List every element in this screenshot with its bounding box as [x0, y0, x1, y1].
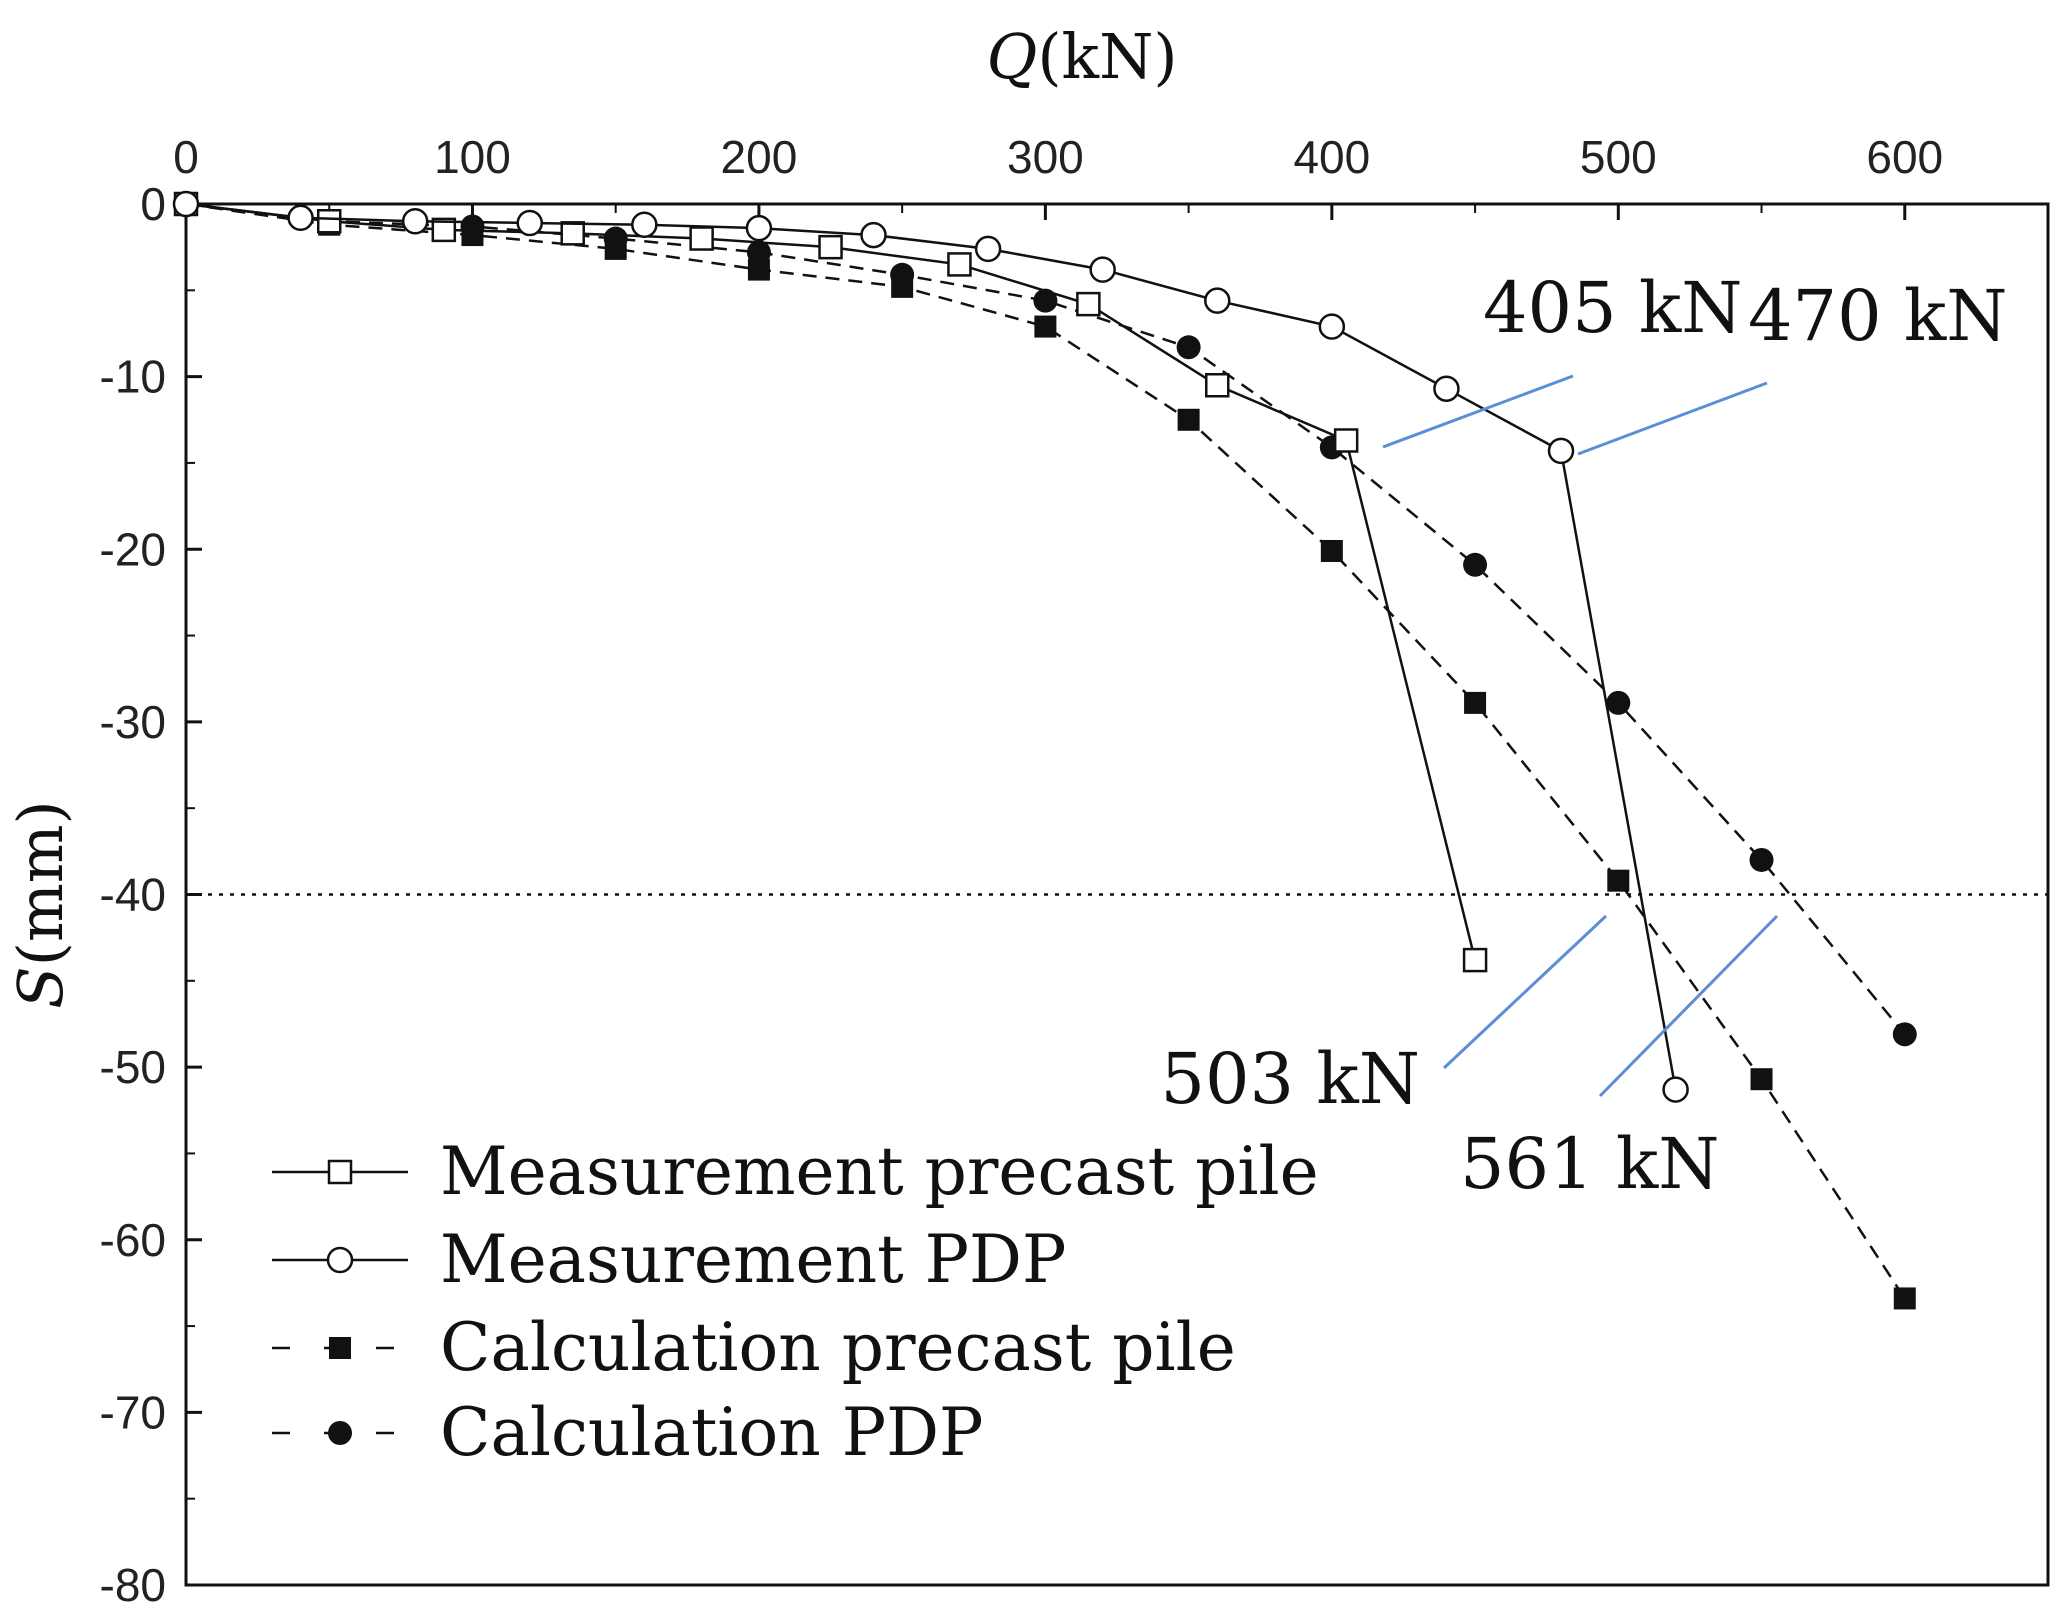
legend-entry: Calculation PDP — [272, 1394, 983, 1471]
annotation-405-kn: 405 kN — [1382, 267, 1743, 449]
x-tick-label: 0 — [173, 131, 199, 183]
data-point — [974, 235, 1002, 263]
x-tick-label: 100 — [434, 131, 511, 183]
annotation-label: 405 kN — [1483, 267, 1743, 349]
y-tick-label: -20 — [100, 523, 166, 575]
legend-label: Calculation precast pile — [440, 1309, 1236, 1386]
data-point — [1176, 335, 1201, 360]
leader-line — [1598, 914, 1779, 1098]
legend-marker — [329, 1337, 351, 1359]
data-point — [818, 234, 843, 260]
data-point — [631, 211, 658, 238]
data-point — [1892, 1022, 1917, 1047]
data-point — [1463, 552, 1488, 577]
legend-label: Measurement precast pile — [440, 1133, 1319, 1210]
annotation-label: 503 kN — [1160, 1038, 1420, 1120]
series-measurement-pdp — [172, 190, 1689, 1103]
x-axis-variable: Q — [986, 20, 1037, 93]
legend-label: Measurement PDP — [440, 1221, 1066, 1298]
leader-line — [1442, 914, 1608, 1070]
y-axis-variable: S — [4, 966, 77, 1008]
data-point — [1547, 437, 1575, 465]
data-point — [689, 226, 714, 251]
x-tick-label: 200 — [721, 131, 798, 183]
legend-marker — [327, 1159, 353, 1185]
legend-entry: Measurement PDP — [272, 1221, 1066, 1298]
data-point — [1320, 539, 1343, 562]
data-point — [890, 262, 915, 287]
data-point — [1205, 373, 1230, 398]
data-point — [1462, 947, 1488, 973]
series-group — [172, 190, 1917, 1310]
axis-ticks: 0 100 200 300 400 500 600 0 -10 -20 -30 -40 -50 -60 -7… — [100, 131, 1944, 1606]
data-point — [747, 258, 770, 281]
data-point — [1433, 375, 1460, 402]
data-point — [1204, 287, 1231, 314]
series-measurement-precast-pile — [173, 191, 1488, 973]
x-axis-title: Q(kN) — [986, 20, 1177, 93]
x-axis-unit: (kN) — [1037, 20, 1177, 93]
leader-line — [1382, 374, 1574, 449]
y-tick-label: -30 — [100, 696, 166, 748]
series-line — [185, 202, 1677, 1090]
annotation-470-kn: 470 kN — [1577, 275, 2008, 456]
x-tick-label: 600 — [1866, 131, 1943, 183]
data-point — [460, 214, 485, 239]
legend-entry: Calculation precast pile — [272, 1309, 1236, 1386]
legend-entry: Measurement precast pile — [272, 1133, 1319, 1210]
data-point — [746, 240, 771, 265]
legend-marker — [326, 1246, 354, 1274]
annotation-label: 561 kN — [1460, 1123, 1720, 1205]
data-point — [1177, 408, 1200, 431]
y-axis-title: S(mm) — [4, 800, 77, 1008]
data-point — [1606, 690, 1631, 715]
x-tick-label: 400 — [1293, 131, 1370, 183]
data-point — [287, 204, 314, 232]
y-tick-label: 0 — [140, 178, 166, 230]
leader-line — [1577, 381, 1768, 456]
data-point — [1893, 1287, 1916, 1310]
data-point — [431, 217, 457, 243]
y-tick-label: -70 — [100, 1386, 166, 1438]
data-point — [172, 190, 200, 218]
legend-marker — [328, 1421, 352, 1445]
annotation-label: 470 kN — [1748, 275, 2008, 357]
annotation-503-kn: 503 kN — [1160, 914, 1608, 1120]
data-point — [745, 214, 773, 242]
y-tick-label: -50 — [100, 1041, 166, 1093]
y-tick-label: -60 — [100, 1214, 166, 1266]
data-point — [1333, 428, 1359, 453]
data-point — [1318, 313, 1346, 340]
x-tick-label: 500 — [1580, 131, 1657, 183]
legend: Measurement precast pile Measurement PDP C… — [272, 1133, 1319, 1471]
data-point — [1076, 291, 1101, 317]
y-tick-label: -10 — [100, 351, 166, 403]
data-point — [516, 209, 544, 237]
data-point — [1089, 256, 1116, 283]
x-tick-label: 300 — [1007, 131, 1084, 183]
data-point — [1033, 288, 1058, 313]
y-axis-unit: (mm) — [4, 800, 77, 966]
data-point — [560, 221, 585, 246]
data-point — [1464, 691, 1487, 714]
y-tick-label: -80 — [100, 1559, 166, 1606]
annotation-561-kn: 561 kN — [1460, 914, 1779, 1205]
annotations-group: 405 kN 470 kN 503 kN 561 kN — [1160, 267, 2007, 1205]
data-point — [316, 209, 342, 234]
data-point — [947, 252, 972, 277]
data-point — [1662, 1076, 1689, 1103]
data-point — [1750, 1068, 1773, 1091]
data-point — [860, 221, 887, 249]
data-point — [603, 226, 628, 251]
data-point — [1034, 315, 1057, 338]
data-point — [1749, 847, 1774, 872]
y-tick-label: -40 — [100, 869, 166, 921]
legend-label: Calculation PDP — [440, 1394, 983, 1471]
data-point — [401, 208, 429, 235]
data-point — [1607, 869, 1630, 892]
series-line — [185, 202, 1477, 961]
